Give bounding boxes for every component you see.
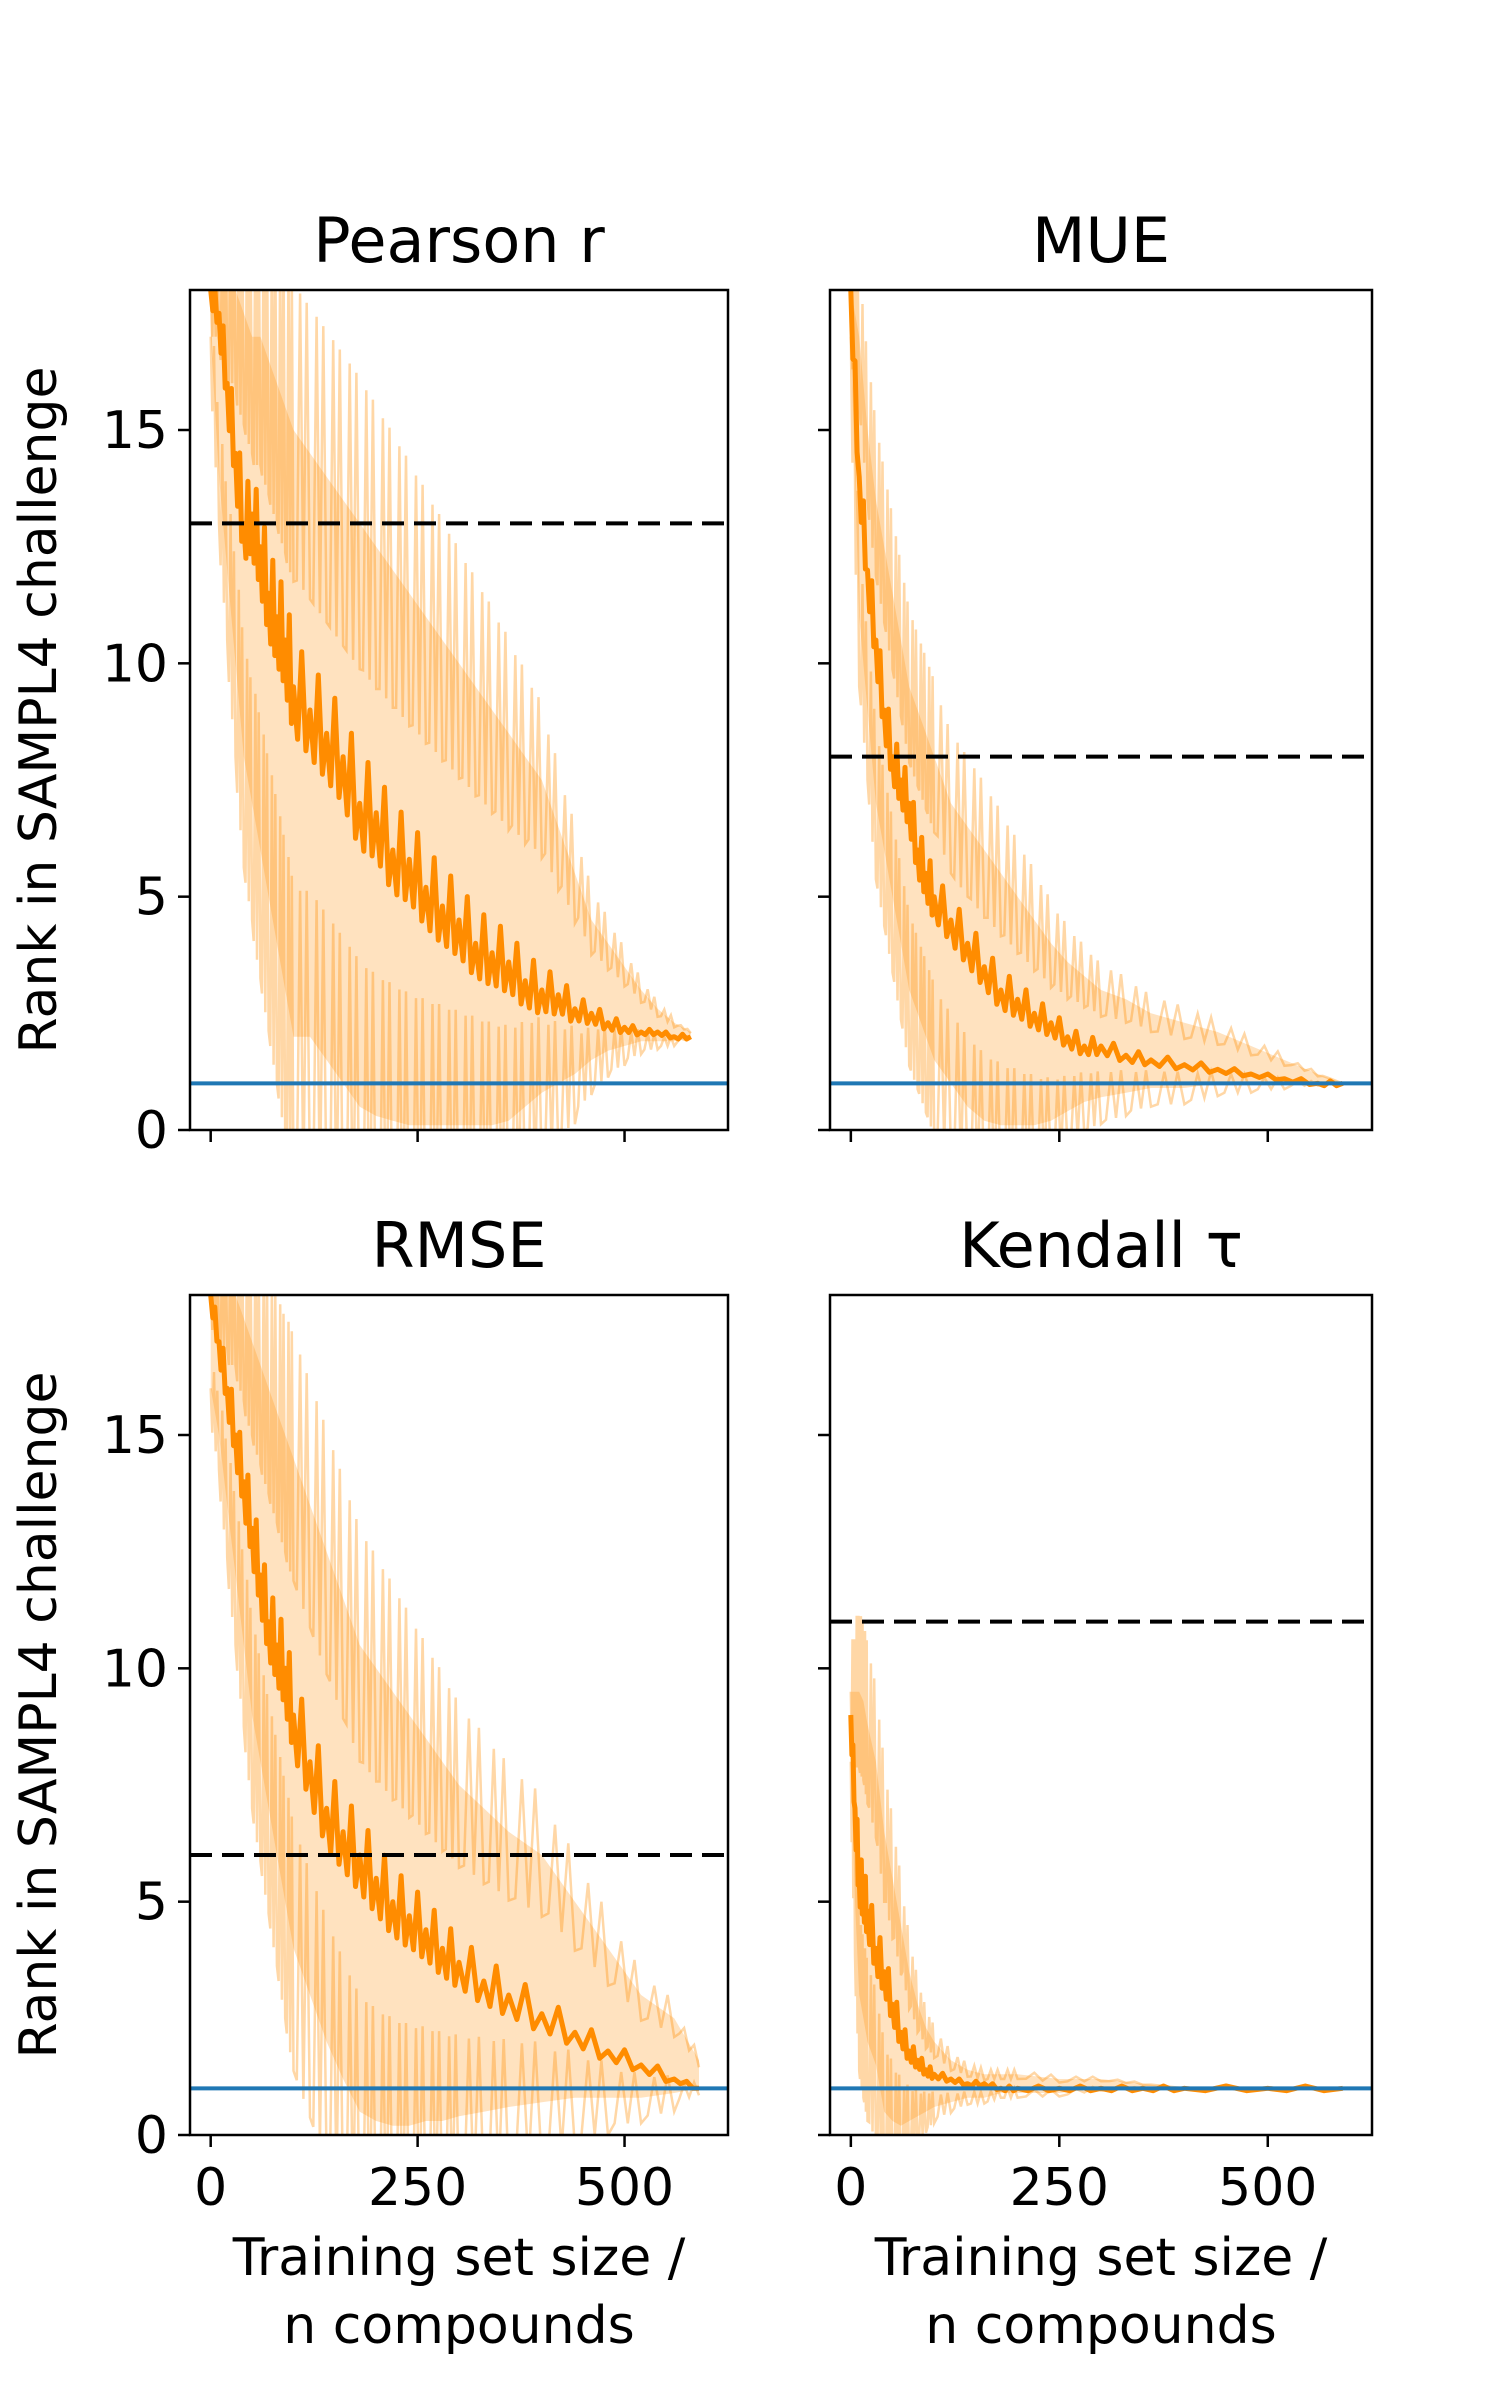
x-tick-label: 500 [575,2158,674,2218]
x-tick-label: 0 [194,2158,227,2218]
x-tick-label: 500 [1218,2158,1317,2218]
plot-area [190,1295,728,2135]
plot-area [830,290,1372,1130]
x-axis-label: Training set size / [232,2228,686,2288]
subplot-1: 0 5 10 15 Pearson r Rank in SAMPL4 challenge [9,204,730,1161]
subplot-title: RMSE [371,1209,546,1282]
band-edge-upper [209,290,692,1034]
band-edge-lower [209,1371,701,2135]
axes-frame [188,288,730,1132]
x-axis-label: Training set size / [874,2228,1328,2288]
x-tick-label: 250 [368,2158,467,2218]
y-tick-label: 0 [135,1101,168,1161]
series-line [848,290,1344,1089]
confidence-band [210,290,691,1126]
band-edge-upper [849,1615,1343,2090]
x-axis-label: n compounds [925,2296,1276,2356]
y-tick-label: 10 [102,634,168,694]
band-edge-lower [209,336,692,1130]
subplot-title: Kendall τ [959,1209,1243,1282]
x-axis-label: n compounds [283,2296,634,2356]
subplot-title: Pearson r [313,204,605,277]
x-tick-label: 250 [1010,2158,1109,2218]
confidence-band [850,1691,1343,2126]
axes-frame [828,288,1374,1132]
y-tick-label: 15 [102,401,168,461]
series-line [208,290,693,1042]
confidence-band [210,1295,699,2126]
subplot-2: MUE [818,204,1374,1142]
plot-area [190,290,728,1130]
y-tick-label: 10 [102,1639,168,1699]
band-edge-upper [849,290,1344,1085]
band-edge-lower [849,1761,1343,2135]
subplot-4: 0 250 500 Kendall τ Training set size / n com… [818,1209,1374,2356]
axes-frame [188,1293,730,2137]
axes-frame [828,1293,1374,2137]
y-tick-label: 0 [135,2106,168,2166]
plot-area [830,1615,1372,2135]
y-axis-label: Rank in SAMPL4 challenge [9,1372,69,2059]
y-axis-label: Rank in SAMPL4 challenge [9,367,69,1054]
subplot-3: 0 5 10 15 0 250 500 RMSE Training set size / n co… [9,1209,730,2356]
y-tick-label: 5 [135,1873,168,1933]
x-tick-label: 0 [834,2158,867,2218]
subplot-title: MUE [1032,204,1170,277]
y-tick-label: 5 [135,868,168,928]
confidence-band [850,290,1343,1126]
y-tick-label: 15 [102,1406,168,1466]
